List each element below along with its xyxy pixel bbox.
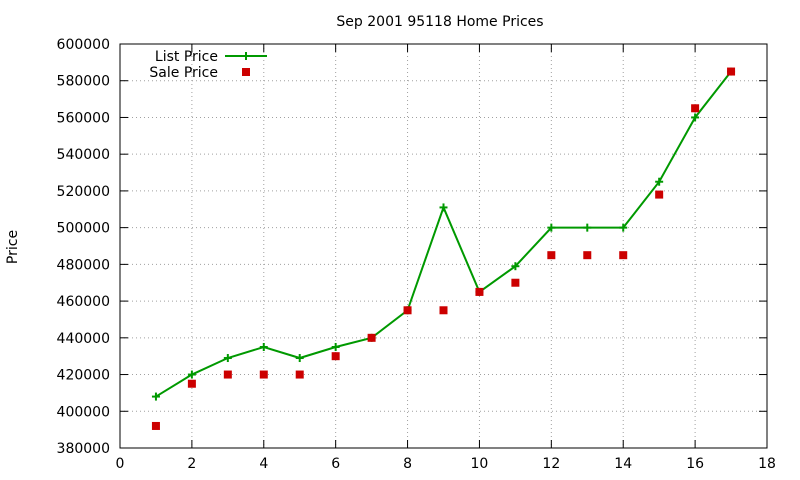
y-tick-label: 400000 (57, 404, 110, 420)
list-price-point (223, 354, 232, 363)
list-price-line (155, 70, 732, 398)
x-tick-label: 6 (331, 456, 340, 472)
legend-label-list-price: List Price (155, 49, 218, 65)
sale-price-point (295, 370, 304, 379)
y-tick-label: 500000 (57, 221, 110, 237)
grid-lines (120, 44, 767, 448)
y-tick-label: 520000 (57, 184, 110, 200)
sale-price-point (475, 287, 484, 296)
list-price-point (619, 223, 628, 232)
x-tick-label: 10 (471, 456, 489, 472)
x-tick-label: 16 (686, 456, 704, 472)
legend-marker-sale-price (242, 68, 250, 76)
list-price-point (295, 354, 304, 363)
x-tick-label: 18 (758, 456, 776, 472)
x-tick-label: 8 (403, 456, 412, 472)
sale-price-point (151, 421, 160, 430)
x-tick-labels: 0 2 4 6 8 10 12 14 16 18 (116, 456, 776, 472)
y-tick-label: 440000 (57, 331, 110, 347)
sale-price-point (583, 251, 592, 260)
y-tick-label: 420000 (57, 368, 110, 384)
list-price-point (151, 392, 160, 401)
x-tick-label: 14 (614, 456, 632, 472)
list-price-series (151, 67, 736, 401)
list-price-point (439, 203, 448, 212)
list-price-point (547, 223, 556, 232)
x-tick-label: 4 (259, 456, 268, 472)
y-tick-label: 540000 (57, 147, 110, 163)
list-price-point (583, 223, 592, 232)
x-tick-label: 2 (187, 456, 196, 472)
y-tick-label: 380000 (57, 441, 110, 457)
sale-price-point (547, 251, 556, 260)
x-tick-label: 0 (116, 456, 125, 472)
y-tick-label: 580000 (57, 74, 110, 90)
y-tick-label: 560000 (57, 110, 110, 126)
sale-price-point (331, 352, 340, 361)
list-price-point (691, 113, 700, 122)
x-tick-label: 12 (542, 456, 560, 472)
legend-marker-list-price (242, 52, 250, 60)
sale-price-point (727, 67, 736, 76)
sale-price-series (151, 67, 736, 430)
sale-price-point (223, 370, 232, 379)
axis-ticks (119, 43, 768, 449)
y-tick-label: 480000 (57, 257, 110, 273)
chart-title: Sep 2001 95118 Home Prices (336, 14, 543, 30)
y-axis-label: Price (5, 230, 21, 264)
sale-price-point (403, 306, 412, 315)
list-price-point (511, 262, 520, 271)
y-tick-labels: 380000 400000 420000 440000 460000 480000 5000… (57, 37, 110, 457)
sale-price-point (619, 251, 628, 260)
list-price-point (655, 177, 664, 186)
sale-price-point (259, 370, 268, 379)
list-price-point (259, 343, 268, 351)
y-tick-label: 600000 (57, 37, 110, 53)
sale-price-point (511, 278, 520, 287)
sale-price-point (691, 104, 700, 113)
data-series (151, 67, 736, 430)
sale-price-point (367, 333, 376, 342)
sale-price-point (439, 306, 448, 315)
y-tick-label: 460000 (57, 294, 110, 310)
sale-price-point (655, 190, 664, 199)
list-price-point (187, 370, 196, 379)
legend-label-sale-price: Sale Price (149, 65, 218, 81)
plot-frame (119, 43, 768, 449)
list-price-point (331, 343, 340, 351)
sale-price-point (187, 379, 196, 388)
